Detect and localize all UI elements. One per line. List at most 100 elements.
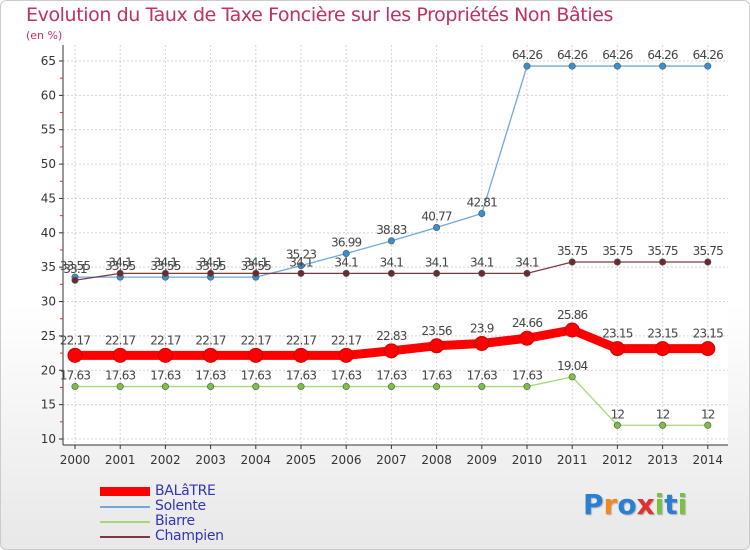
data-point xyxy=(609,341,625,357)
data-label: 40.77 xyxy=(421,210,452,224)
data-label: 34.1 xyxy=(425,255,449,269)
data-point xyxy=(342,383,350,391)
legend-label: Champien xyxy=(155,528,224,544)
data-point xyxy=(67,347,83,363)
x-tick-label: 2011 xyxy=(557,453,588,467)
y-tick-label: 45 xyxy=(41,191,56,205)
data-label: 17.63 xyxy=(286,369,317,383)
data-point xyxy=(523,269,531,277)
data-label: 17.63 xyxy=(105,369,136,383)
data-label: 64.26 xyxy=(693,48,724,62)
data-label: 33.55 xyxy=(105,259,136,273)
data-point xyxy=(207,269,215,277)
x-tick-label: 2005 xyxy=(286,453,317,467)
y-tick-label: 35 xyxy=(41,260,56,274)
data-point xyxy=(387,383,395,391)
x-tick-label: 2002 xyxy=(150,453,181,467)
data-label: 19.04 xyxy=(557,359,588,373)
x-tick-label: 2007 xyxy=(376,453,407,467)
data-label: 34.1 xyxy=(334,255,358,269)
data-label: 22.17 xyxy=(60,333,91,347)
data-label: 34.1 xyxy=(380,255,404,269)
data-label: 34.1 xyxy=(244,255,268,269)
x-tick-label: 2004 xyxy=(241,453,272,467)
data-label: 38.83 xyxy=(376,223,407,237)
data-label: 23.15 xyxy=(693,327,724,341)
y-tick-label: 65 xyxy=(41,54,56,68)
data-point xyxy=(429,338,445,354)
legend-label: Solente xyxy=(155,498,206,514)
data-label: 33.55 xyxy=(241,259,272,273)
data-point xyxy=(207,383,215,391)
data-point xyxy=(568,373,576,381)
data-point xyxy=(613,62,621,70)
legend-swatch xyxy=(100,536,150,538)
legend-label: BALâTRE xyxy=(155,483,216,499)
data-point xyxy=(297,269,305,277)
data-label: 36.99 xyxy=(331,236,362,250)
logo-letter: r xyxy=(603,488,618,521)
data-point xyxy=(157,347,173,363)
data-point xyxy=(342,250,350,258)
data-label: 34.1 xyxy=(154,255,178,269)
x-tick-label: 2000 xyxy=(60,453,91,467)
x-tick-label: 2001 xyxy=(105,453,136,467)
logo-letter: x xyxy=(636,488,655,521)
data-point xyxy=(433,383,441,391)
logo-letter: i xyxy=(654,488,665,521)
data-label: 34.1 xyxy=(289,255,313,269)
data-point xyxy=(659,62,667,70)
data-label: 64.26 xyxy=(647,48,678,62)
data-point xyxy=(161,383,169,391)
x-tick-label: 2010 xyxy=(512,453,543,467)
chart-title: Evolution du Taux de Taxe Foncière sur l… xyxy=(26,4,614,26)
x-tick-label: 2008 xyxy=(421,453,452,467)
data-point xyxy=(116,383,124,391)
data-label: 22.17 xyxy=(195,333,226,347)
legend-swatch xyxy=(100,506,150,508)
y-tick-label: 50 xyxy=(41,157,56,171)
data-label: 33.55 xyxy=(150,259,181,273)
data-label: 12 xyxy=(701,407,715,421)
data-label: 17.63 xyxy=(421,369,452,383)
data-point xyxy=(613,421,621,429)
data-point xyxy=(704,421,712,429)
logo-letter: o xyxy=(617,488,637,521)
data-point xyxy=(704,258,712,266)
data-label: 22.17 xyxy=(105,333,136,347)
data-point xyxy=(474,335,490,351)
data-point xyxy=(700,341,716,357)
data-label: 17.63 xyxy=(467,369,498,383)
legend-swatch xyxy=(100,521,150,523)
data-point xyxy=(523,62,531,70)
data-label: 17.63 xyxy=(195,369,226,383)
data-point xyxy=(71,383,79,391)
data-point xyxy=(478,210,486,218)
data-point xyxy=(248,347,264,363)
data-label: 33.1 xyxy=(63,262,87,276)
y-tick-label: 40 xyxy=(41,226,56,240)
data-point xyxy=(293,347,309,363)
data-point xyxy=(71,276,79,284)
data-label: 35.75 xyxy=(557,244,588,258)
data-point xyxy=(659,421,667,429)
data-label: 12 xyxy=(611,407,625,421)
logo-letter: i xyxy=(677,488,688,521)
data-point xyxy=(433,224,441,232)
data-point xyxy=(523,383,531,391)
data-point xyxy=(478,269,486,277)
data-point xyxy=(252,269,260,277)
data-point xyxy=(252,383,260,391)
data-label: 64.26 xyxy=(512,48,543,62)
data-label: 64.26 xyxy=(557,48,588,62)
y-tick-label: 60 xyxy=(41,88,56,102)
data-label: 25.86 xyxy=(557,308,588,322)
data-point xyxy=(297,383,305,391)
data-label: 17.63 xyxy=(376,369,407,383)
data-label: 42.81 xyxy=(467,196,498,210)
data-point xyxy=(297,262,305,270)
logo-letter: P xyxy=(583,488,604,521)
data-point xyxy=(564,322,580,338)
data-label: 34.1 xyxy=(515,255,539,269)
